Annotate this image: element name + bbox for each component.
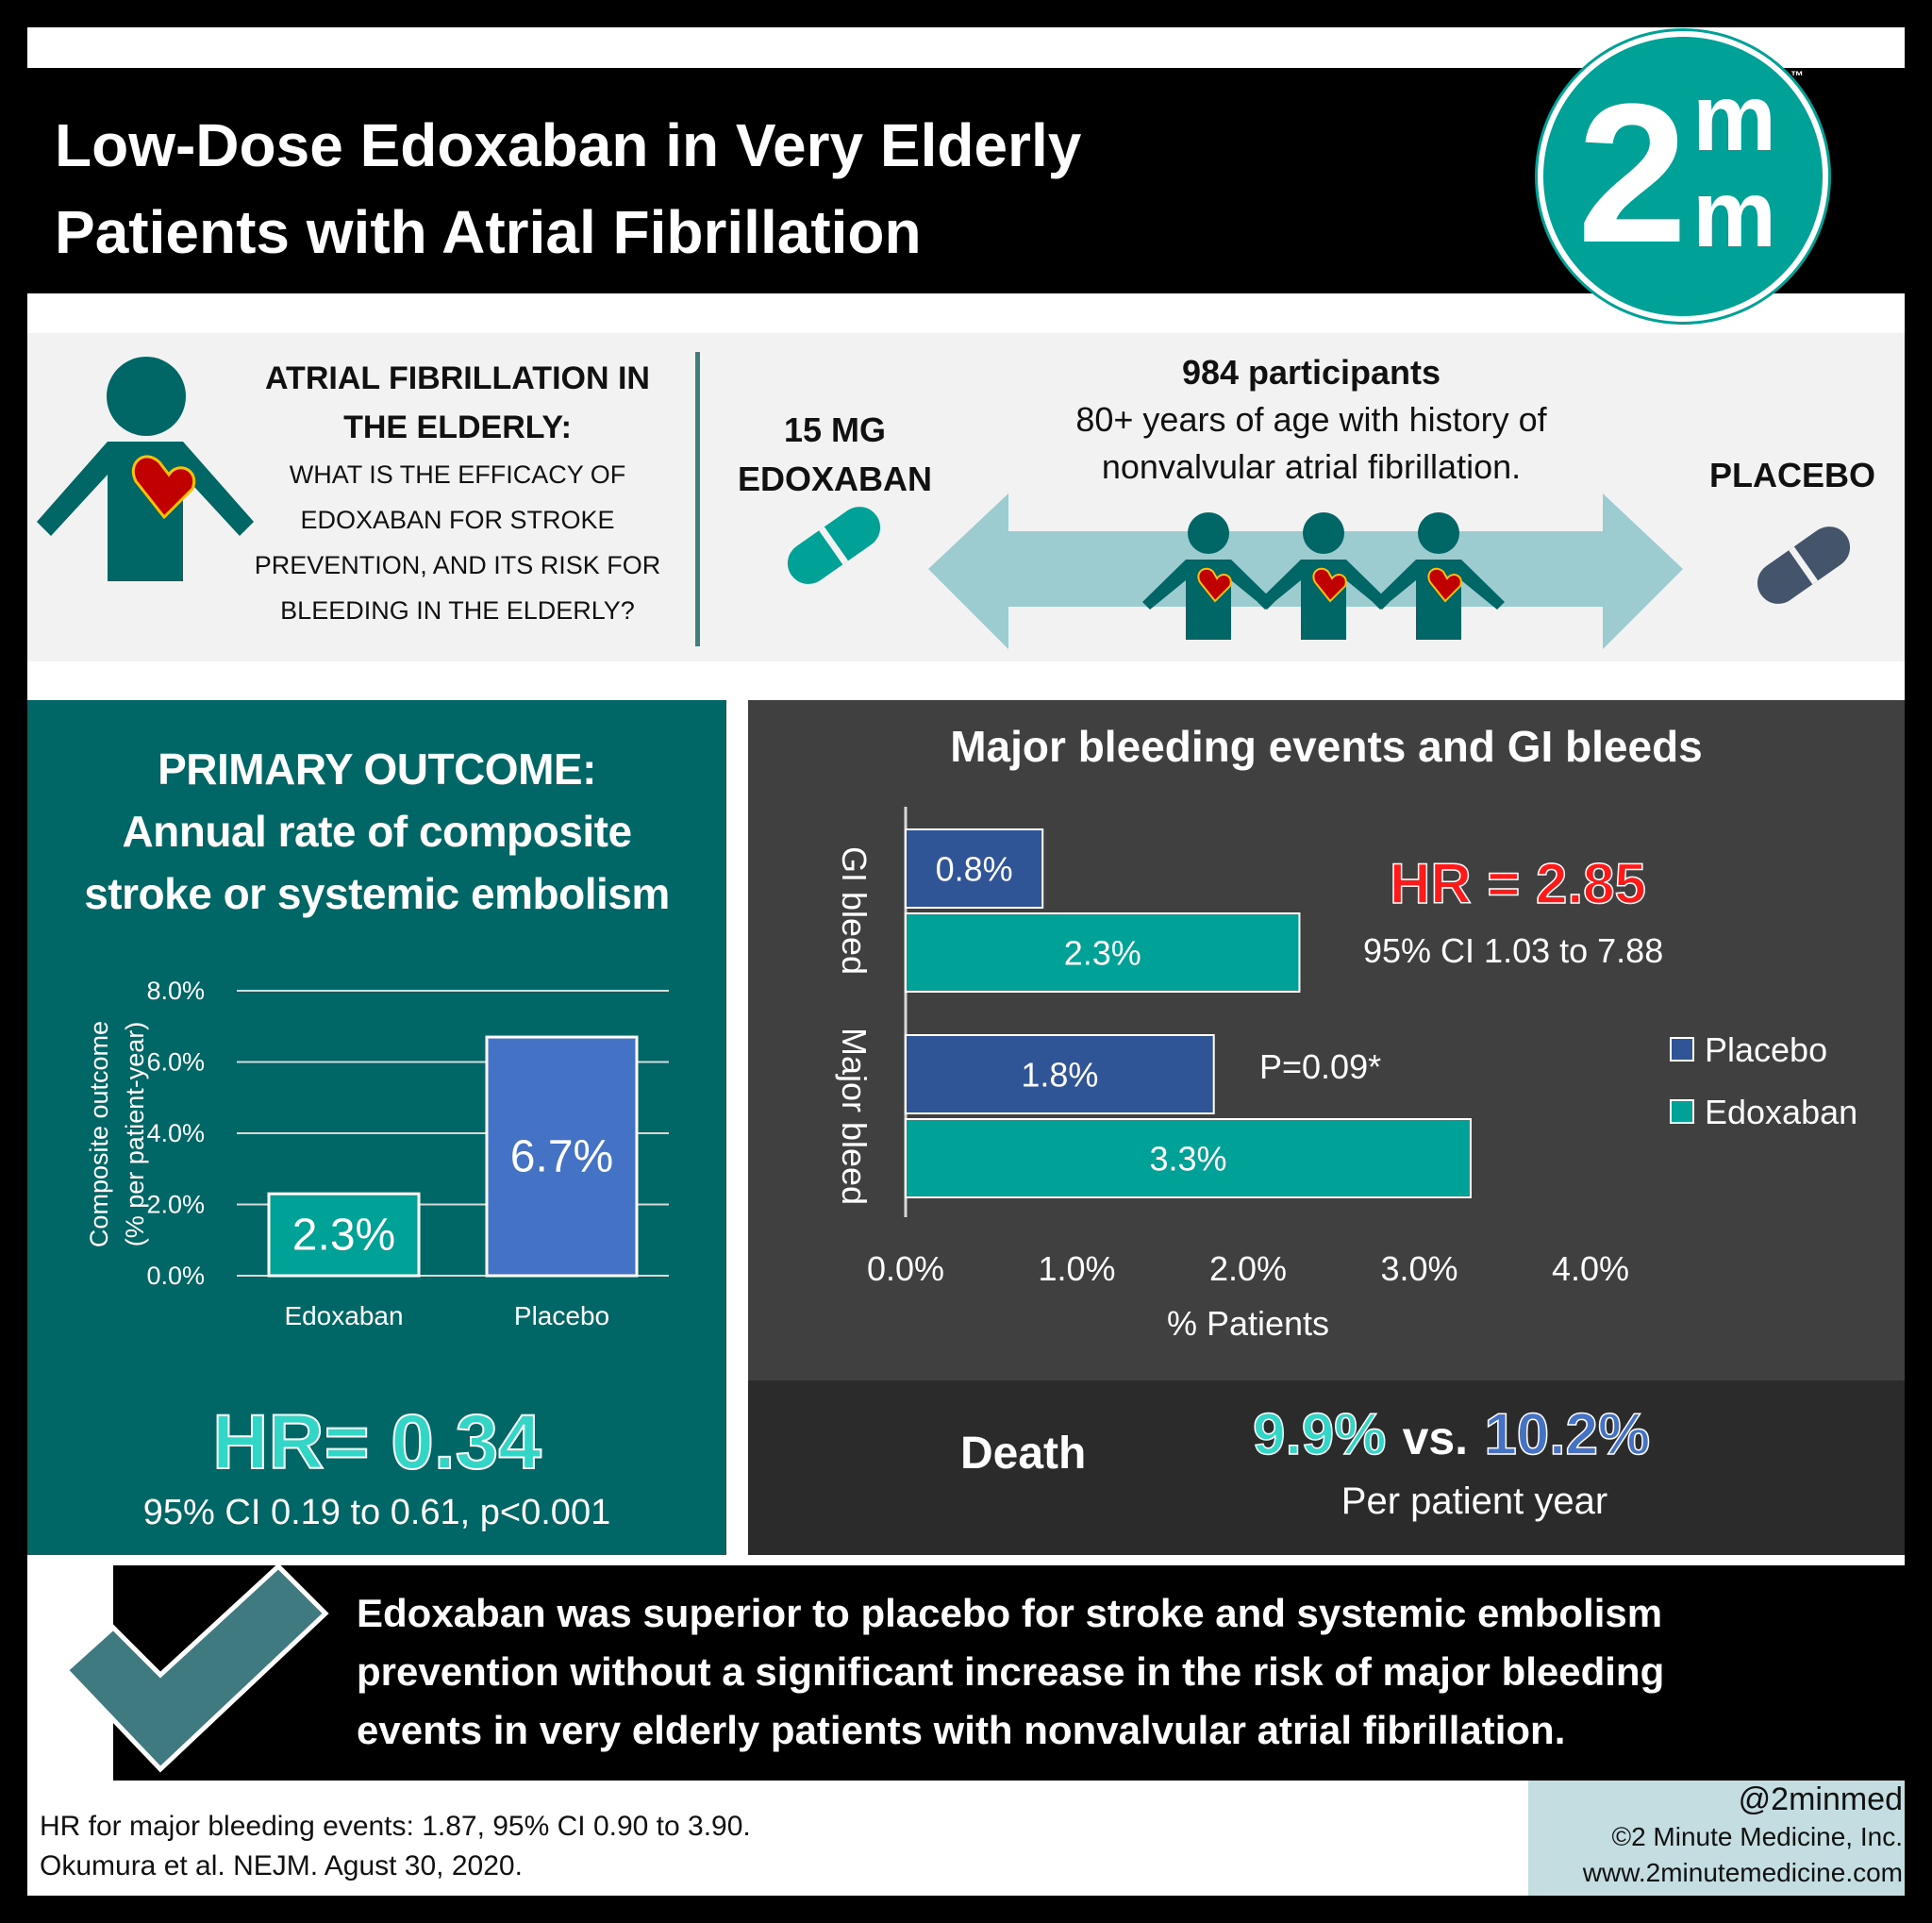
conclusion-line: events in very elderly patients with non… [357,1708,1566,1752]
bar-edoxaban [905,1118,1472,1198]
design-illustrations [37,352,1851,649]
y-axis-label: Composite outcome [85,1021,113,1247]
bar-value-label: 1.8% [1021,1056,1098,1095]
citation: Okumura et al. NEJM. Agust 30, 2020. [40,1850,523,1881]
logo-m-bottom: m [1692,161,1776,267]
participants-description: 984 participants 80+ years of age with hi… [1009,349,1613,491]
logo-numeral: 2 [1577,62,1688,284]
x-tick-label: 3.0% [1380,1249,1457,1288]
dose: 15 MG [783,410,887,449]
y-tick-label: 4.0% [146,1119,205,1147]
x-tick-label: Placebo [514,1301,609,1330]
logo-tm: ™ [1790,68,1804,83]
primary-hr: HR= 0.34 [211,1398,542,1486]
logo: 2 m m ™ [1538,31,1828,322]
edoxaban-dose-label: 15 MG EDOXABAN [726,406,943,504]
y-tick-label: 8.0% [146,977,205,1005]
y-tick-label: 0.0% [146,1262,205,1290]
question-line: EDOXABAN FOR STROKE [300,506,615,534]
participants-icon [1142,512,1505,640]
question-line: BLEEDING IN THE ELDERLY? [280,596,635,625]
x-tick-label: Edoxaban [284,1301,403,1330]
x-tick-label: 2.0% [1209,1249,1287,1288]
study-question: ATRIAL FIBRILLATION IN THE ELDERLY: WHAT… [226,354,689,633]
logo-m-top: m [1692,65,1776,171]
bleeding-chart: 0.0% 1.0% 2.0% 3.0% 4.0% % Patients GI bleed 0.… [835,807,1857,1343]
x-axis-label: % Patients [1167,1304,1329,1343]
edoxaban-pill-icon [787,507,881,584]
divider [695,352,700,646]
title-line-1: Low-Dose Edoxaban in Very Elderly [55,111,1082,179]
conclusion-line: Edoxaban was superior to placebo for str… [357,1591,1663,1635]
bleeding-ci: 95% CI 1.03 to 7.88 [1363,931,1664,970]
desc-line-2: nonvalvular atrial fibrillation. [1101,447,1522,486]
website-link[interactable]: www.2minutemedicine.com [1582,1858,1903,1887]
bar-value-label: 2.3% [1064,934,1141,973]
primary-ci: 95% CI 0.19 to 0.61, p<0.001 [142,1493,611,1532]
death-unit: Per patient year [1341,1480,1608,1522]
y-axis-label-unit: (% per patient-year) [121,1022,149,1247]
legend-swatch [1670,1099,1694,1124]
death-band: Death 9.9% vs. 10.2% Per patient year [748,1380,1905,1555]
legend-label: Placebo [1705,1030,1827,1069]
heart-icon [131,455,196,520]
copyright: ©2 Minute Medicine, Inc. [1611,1822,1903,1851]
x-tick-label: 4.0% [1552,1249,1629,1288]
drug-name: EDOXABAN [737,460,932,498]
footnotes: HR for major bleeding events: 1.87, 95% … [40,1807,751,1886]
y-category-label: GI bleed [835,846,874,975]
bar-placebo [905,1034,1215,1114]
death-label: Death [960,1429,1087,1479]
x-tick-label: 1.0% [1038,1249,1115,1288]
question-line: PREVENTION, AND ITS RISK FOR [254,551,661,579]
page-title: Low-Dose Edoxaban in Very Elderly Patient… [55,102,1081,276]
y-category-label: Major bleed [835,1028,874,1205]
bar-value-label: 3.3% [1149,1140,1226,1179]
twitter-handle[interactable]: @2minmed [1738,1781,1903,1817]
death-placebo: 10.2% [1484,1401,1651,1468]
footnote-hr: HR for major bleeding events: 1.87, 95% … [40,1811,751,1842]
participant-count: 984 participants [1181,353,1441,392]
conclusion-band: Edoxaban was superior to placebo for str… [113,1565,1905,1781]
bar-value-label: 2.3% [292,1211,395,1261]
question-heading-1: ATRIAL FIBRILLATION IN [265,360,650,396]
bar-edoxaban [267,1192,421,1278]
y-tick-label: 2.0% [146,1191,205,1219]
bleeding-hr: HR = 2.85 [1389,851,1646,916]
bar-value-label: 6.7% [510,1132,613,1182]
bar-placebo [485,1035,639,1278]
placebo-label: PLACEBO [1709,456,1876,494]
bleeding-p-value: P=0.09* [1259,1047,1382,1086]
y-tick-label: 6.0% [146,1048,205,1077]
desc-line-1: 80+ years of age with history of [1075,400,1547,439]
checkmark-icon [62,1563,329,1773]
question-line: WHAT IS THE EFFICACY OF [289,460,626,489]
bar-value-label: 0.8% [936,850,1013,889]
conclusion-line: prevention without a significant increas… [357,1649,1665,1694]
primary-heading: PRIMARY OUTCOME: [158,744,596,794]
legend-swatch [1670,1037,1694,1062]
x-tick-label: 0.0% [867,1249,944,1288]
title-line-2: Patients with Atrial Fibrillation [55,198,922,266]
death-vs: vs. [1402,1412,1469,1464]
legend-label: Edoxaban [1705,1093,1857,1131]
primary-subheading-1: Annual rate of composite [122,807,632,856]
bleeding-chart-title: Major bleeding events and GI bleeds [950,722,1703,771]
placebo-pill-icon [1757,527,1851,604]
person-icon [37,357,254,581]
primary-subheading-2: stroke or systemic embolism [84,869,670,918]
bar-placebo [905,828,1044,909]
credits-box: @2minmed ©2 Minute Medicine, Inc. www.2m… [1528,1781,1905,1896]
bar-edoxaban [905,912,1301,993]
death-edoxaban: 9.9% [1252,1401,1387,1468]
primary-outcome-chart: 0.0% 2.0% 4.0% 6.0% 8.0% Composite outcome (% … [85,977,669,1330]
question-heading-2: THE ELDERLY: [343,410,572,445]
